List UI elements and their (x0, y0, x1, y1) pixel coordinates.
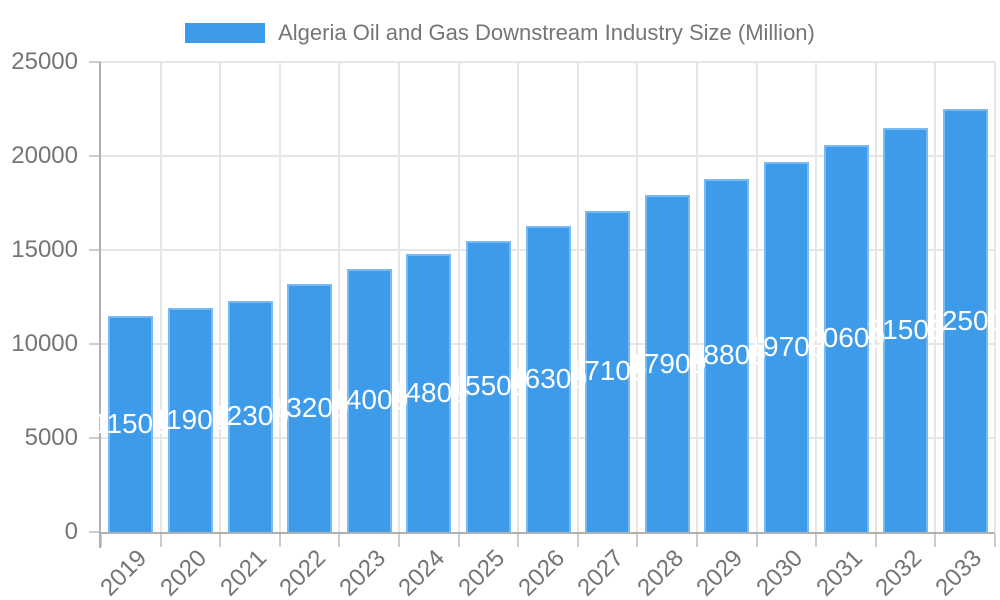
y-axis-tick-label: 5000 (24, 424, 78, 451)
gridline-vertical (636, 62, 639, 532)
x-axis-tick (457, 534, 460, 547)
gridline-horizontal (101, 155, 995, 157)
gridline-vertical (994, 62, 996, 532)
y-axis-tick (89, 437, 101, 439)
x-axis-tick (696, 534, 698, 547)
bar-value-label: 13200 (270, 391, 349, 423)
bar-2023 (346, 268, 392, 532)
x-axis-line (99, 532, 995, 534)
y-axis-tick (89, 531, 101, 533)
bar-value-label: 14800 (389, 376, 468, 408)
bar-2028 (644, 195, 690, 532)
bar-2030 (763, 161, 809, 532)
bar-2031 (823, 144, 869, 532)
gridline-vertical (576, 62, 579, 532)
bar-value-label: 11500 (92, 407, 169, 439)
bar-value-label: 17900 (628, 347, 707, 379)
x-axis-tick (636, 534, 639, 547)
gridline-vertical (457, 62, 460, 532)
gridline-vertical (398, 62, 400, 532)
bar-value-label: 14000 (330, 384, 409, 416)
bar-2022 (287, 283, 333, 532)
y-axis-tick (89, 155, 101, 157)
x-axis-tick (159, 534, 162, 547)
x-axis-tick (100, 534, 102, 547)
x-axis-tick (755, 534, 758, 547)
gridline-vertical (219, 62, 222, 532)
bar-2033 (942, 109, 988, 532)
gridline-vertical (874, 62, 877, 532)
bar-value-label: 15500 (449, 370, 528, 402)
y-axis-tick-label: 25000 (11, 48, 78, 75)
x-axis-tick (994, 534, 996, 547)
bar-value-label: 18800 (687, 339, 766, 371)
x-axis-tick (934, 534, 937, 547)
y-axis-tick (89, 249, 101, 251)
bar-2025 (465, 240, 511, 532)
bar-2029 (704, 178, 750, 532)
legend: Algeria Oil and Gas Downstream Industry … (0, 20, 1000, 46)
y-axis-tick (89, 343, 101, 345)
bar-value-label: 20600 (807, 322, 885, 354)
bar-value-label: 17100 (568, 355, 647, 387)
gridline-vertical (755, 62, 758, 532)
gridline-vertical (696, 62, 698, 532)
legend-item[interactable]: Algeria Oil and Gas Downstream Industry … (185, 20, 815, 46)
bar-2026 (525, 225, 571, 532)
x-axis-tick (338, 534, 341, 547)
x-axis-tick (219, 534, 222, 547)
x-axis-tick (874, 534, 877, 547)
gridline-vertical (159, 62, 162, 532)
bar-2019 (108, 315, 154, 532)
bar-2027 (585, 210, 631, 532)
plot-area: 11500 11900 12300 13200 14000 14800 15500 16300… (93, 61, 1000, 548)
x-axis-tick (576, 534, 579, 547)
bar-2024 (406, 253, 452, 532)
y-axis-tick-label: 20000 (11, 142, 78, 169)
legend-label: Algeria Oil and Gas Downstream Industry … (278, 20, 815, 45)
x-axis-tick (517, 534, 520, 547)
bar-2032 (883, 127, 929, 532)
y-axis-tick-label: 0 (64, 518, 78, 545)
bar-value-label: 16300 (509, 362, 587, 394)
legend-swatch-icon (185, 23, 266, 43)
bar-value-label: 11900 (152, 404, 229, 436)
x-axis-tick (398, 534, 400, 547)
y-axis-tick-label: 15000 (11, 236, 78, 263)
gridline-vertical (338, 62, 341, 532)
x-axis-tick (278, 534, 281, 547)
gridline-vertical (815, 62, 818, 532)
gridline-vertical (517, 62, 520, 532)
y-axis-tick (89, 61, 101, 63)
y-axis-tick-label: 10000 (11, 330, 78, 357)
bar-value-label: 21500 (866, 313, 945, 345)
bar-value-label: 22500 (926, 304, 1000, 336)
bar-2021 (227, 300, 273, 532)
bar-2020 (167, 308, 213, 532)
y-axis-line (99, 62, 101, 548)
gridline-horizontal (101, 61, 995, 63)
gridline-vertical (934, 62, 937, 532)
bar-value-label: 19700 (747, 330, 826, 362)
bar-value-label: 12300 (211, 400, 289, 432)
x-axis-tick (815, 534, 818, 547)
gridline-vertical (278, 62, 281, 532)
